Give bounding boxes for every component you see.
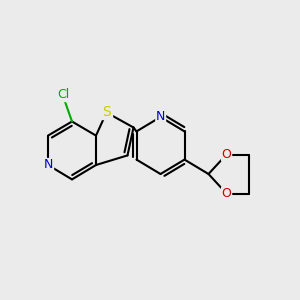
- Text: S: S: [102, 106, 111, 119]
- Bar: [222, 189, 231, 198]
- Text: Cl: Cl: [57, 88, 69, 101]
- Bar: [156, 112, 165, 122]
- Text: O: O: [222, 148, 231, 161]
- Bar: [222, 150, 231, 159]
- Text: O: O: [222, 187, 231, 200]
- Bar: [101, 107, 112, 118]
- Bar: [44, 160, 52, 170]
- Text: N: N: [156, 110, 165, 124]
- Text: N: N: [43, 158, 53, 172]
- Bar: [56, 91, 70, 101]
